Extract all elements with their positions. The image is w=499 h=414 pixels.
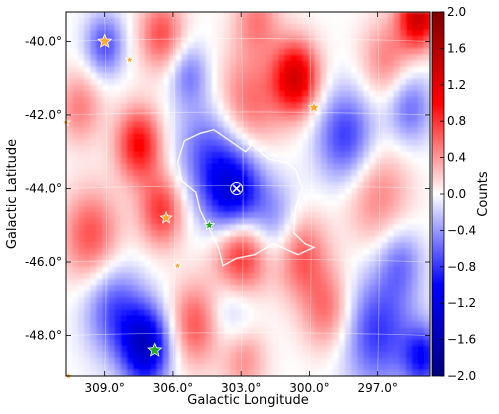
y-axis-ticks: -40.0° -42.0° -44.0° -46.0° -48.0° xyxy=(25,34,430,343)
y-tick-label: -40.0° xyxy=(25,34,62,48)
source-star-marker xyxy=(124,54,135,64)
x-tick-label: 303.0° xyxy=(221,381,261,395)
colorbar-tick-label: −1.2 xyxy=(447,296,476,310)
source-star-marker xyxy=(159,210,173,224)
plot-frame xyxy=(65,11,431,377)
colorbar-tick-label: 0.4 xyxy=(447,151,466,165)
heatmap xyxy=(66,12,430,376)
colorbar-label: Counts xyxy=(476,171,491,217)
colorbar-ticks: 2.0 1.6 1.2 0.8 0.4 0.0 −0.4 −0.8 −1.2 −1.6 −2.0 xyxy=(440,5,476,383)
x-tick-label: 306.0° xyxy=(153,381,193,395)
x-tick-label: 300.0° xyxy=(289,381,329,395)
colorbar-tick-label: 2.0 xyxy=(447,5,466,19)
colorbar-tick-label: −0.4 xyxy=(447,223,476,237)
colorbar-tick-label: 0.0 xyxy=(447,187,466,201)
source-markers xyxy=(61,33,321,381)
x-axis-ticks: 309.0° 306.0° 303.0° 300.0° 297.0° xyxy=(84,12,398,395)
colorbar-tick-label: −1.6 xyxy=(447,333,476,347)
region-outline xyxy=(176,128,316,267)
source-star-marker xyxy=(203,219,216,231)
region-contour xyxy=(176,128,316,267)
source-star-marker xyxy=(97,33,113,48)
y-tick-label: -44.0° xyxy=(25,181,62,195)
y-axis-label: Galactic Latitude xyxy=(5,139,20,249)
y-tick-label: -42.0° xyxy=(25,108,62,122)
x-tick-label: 297.0° xyxy=(357,381,397,395)
colorbar-tick-label: −2.0 xyxy=(447,369,476,383)
target-position-marker xyxy=(230,181,244,195)
x-axis-label: Galactic Longitude xyxy=(187,393,308,408)
colorbar-tick-label: 1.2 xyxy=(447,78,466,92)
y-tick-label: -46.0° xyxy=(25,255,62,269)
source-star-marker xyxy=(172,260,183,270)
source-star-marker xyxy=(307,100,321,114)
x-tick-label: 309.0° xyxy=(84,381,124,395)
colorbar-tick-label: −0.8 xyxy=(447,260,476,274)
coordinate-grid xyxy=(66,12,430,376)
y-tick-label: -48.0° xyxy=(25,329,62,343)
colorbar-tick-label: 1.6 xyxy=(447,41,466,55)
colorbar-tick-label: 0.8 xyxy=(447,114,466,128)
source-star-marker xyxy=(147,342,163,357)
